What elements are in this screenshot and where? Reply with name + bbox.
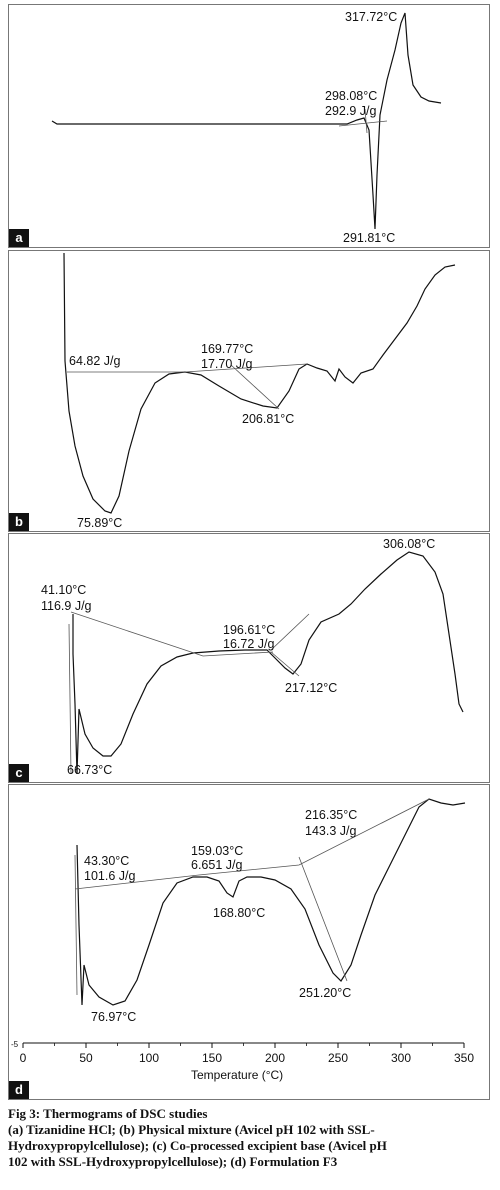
thermogram-b-curve (63, 252, 456, 514)
x-axis-ticks: 0 50 100 150 200 250 300 350 (20, 1043, 474, 1065)
caption-line-2: Hydroxypropylcellulose); (c) Co-processe… (8, 1138, 387, 1153)
caption-line-3: 102 with SSL-Hydroxypropylcellulose); (d… (8, 1154, 338, 1169)
thermogram-c-baseline (68, 611, 310, 775)
annotation-d-251: 251.20°C (299, 986, 351, 1000)
thermogram-d-baseline (74, 798, 430, 996)
annotation-d-159: 159.03°C (191, 844, 243, 858)
thermogram-panel-a: 317.72°C 298.08°C 292.9 J/g 291.81°C a (8, 4, 490, 248)
x-tick-label: 350 (454, 1051, 474, 1065)
figure-caption: Fig 3: Thermograms of DSC studies (a) Ti… (8, 1106, 494, 1170)
panel-label-c: c (9, 764, 29, 782)
panel-label-b: b (9, 513, 29, 531)
x-tick-label: 0 (20, 1051, 27, 1065)
x-tick-label: 250 (328, 1051, 348, 1065)
annotation-a-317: 317.72°C (345, 10, 397, 24)
annotation-b-206: 206.81°C (242, 412, 294, 426)
annotation-a-jg: 292.9 J/g (325, 104, 376, 118)
thermogram-panel-d: 0 50 100 150 200 250 300 350 -5 Temperature (°C… (8, 784, 490, 1100)
annotation-c-jg-left: 116.9 J/g (41, 599, 92, 613)
annotation-d-43: 43.30°C (84, 854, 129, 868)
annotation-d-jg-mid: 6.651 J/g (191, 858, 242, 872)
x-tick-label: 150 (202, 1051, 222, 1065)
annotation-b-jg-left: 64.82 J/g (69, 354, 120, 368)
panel-label-a: a (9, 229, 29, 247)
annotation-d-jg-left: 101.6 J/g (84, 869, 135, 883)
annotation-c-306: 306.08°C (383, 537, 435, 551)
thermogram-b-plot: 64.82 J/g 169.77°C 17.70 J/g 206.81°C 75… (63, 252, 456, 530)
thermogram-d-curve (76, 798, 466, 1006)
x-tick-label: 200 (265, 1051, 285, 1065)
caption-line-1: (a) Tizanidine HCl; (b) Physical mixture… (8, 1122, 375, 1137)
thermogram-a-curve (51, 12, 442, 230)
annotation-d-168: 168.80°C (213, 906, 265, 920)
thermogram-c-curve (72, 551, 464, 775)
x-tick-label: 300 (391, 1051, 411, 1065)
annotation-c-66: 66.73°C (67, 763, 112, 777)
x-tick-label: 50 (79, 1051, 93, 1065)
x-axis-label: Temperature (°C) (191, 1068, 283, 1082)
annotation-c-41: 41.10°C (41, 583, 86, 597)
annotation-b-75: 75.89°C (77, 516, 122, 530)
annotation-c-jg: 16.72 J/g (223, 637, 274, 651)
panel-label-d: d (9, 1081, 29, 1099)
x-tick-label: 100 (139, 1051, 159, 1065)
thermogram-b-baseline (67, 363, 308, 410)
thermogram-c-plot: 41.10°C 116.9 J/g 196.61°C 16.72 J/g 217… (41, 537, 464, 777)
annotation-a-298: 298.08°C (325, 89, 377, 103)
annotation-b-jg: 17.70 J/g (201, 357, 252, 371)
thermogram-d-plot: 0 50 100 150 200 250 300 350 -5 Temperature (°C… (11, 798, 474, 1082)
annotation-c-196: 196.61°C (223, 623, 275, 637)
thermogram-panel-c: 41.10°C 116.9 J/g 196.61°C 16.72 J/g 217… (8, 533, 490, 783)
annotation-c-217: 217.12°C (285, 681, 337, 695)
annotation-d-216: 216.35°C (305, 808, 357, 822)
y-tick-label: -5 (11, 1040, 19, 1049)
caption-title: Fig 3: Thermograms of DSC studies (8, 1106, 208, 1121)
thermogram-a-baseline (338, 108, 388, 134)
annotation-d-jg-right: 143.3 J/g (305, 824, 356, 838)
annotation-d-76: 76.97°C (91, 1010, 136, 1024)
thermogram-panel-b: 64.82 J/g 169.77°C 17.70 J/g 206.81°C 75… (8, 250, 490, 532)
annotation-a-291: 291.81°C (343, 231, 395, 245)
thermogram-a-plot: 317.72°C 298.08°C 292.9 J/g 291.81°C (51, 10, 442, 245)
annotation-b-169: 169.77°C (201, 342, 253, 356)
